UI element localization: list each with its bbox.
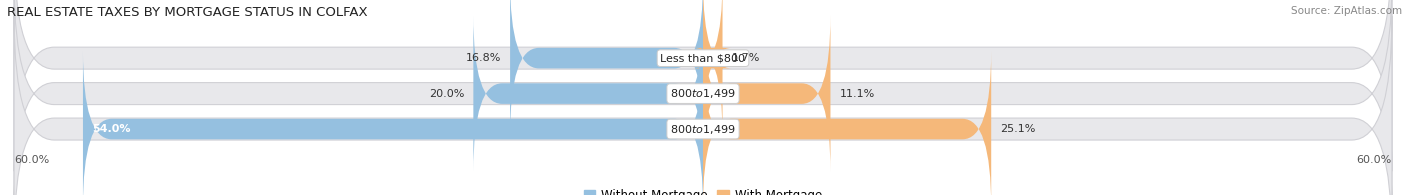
FancyBboxPatch shape — [83, 51, 703, 195]
Text: 25.1%: 25.1% — [1001, 124, 1036, 134]
Legend: Without Mortgage, With Mortgage: Without Mortgage, With Mortgage — [579, 185, 827, 195]
FancyBboxPatch shape — [14, 16, 1392, 195]
Text: 54.0%: 54.0% — [93, 124, 131, 134]
Text: 1.7%: 1.7% — [731, 53, 761, 63]
Text: 16.8%: 16.8% — [465, 53, 501, 63]
Text: REAL ESTATE TAXES BY MORTGAGE STATUS IN COLFAX: REAL ESTATE TAXES BY MORTGAGE STATUS IN … — [7, 6, 367, 19]
Text: 60.0%: 60.0% — [14, 155, 49, 165]
Text: $800 to $1,499: $800 to $1,499 — [671, 122, 735, 136]
FancyBboxPatch shape — [510, 0, 703, 136]
FancyBboxPatch shape — [474, 15, 703, 172]
Text: 60.0%: 60.0% — [1357, 155, 1392, 165]
Text: 11.1%: 11.1% — [839, 89, 875, 99]
Text: Less than $800: Less than $800 — [661, 53, 745, 63]
FancyBboxPatch shape — [703, 15, 831, 172]
FancyBboxPatch shape — [14, 0, 1392, 195]
FancyBboxPatch shape — [693, 0, 731, 136]
Text: $800 to $1,499: $800 to $1,499 — [671, 87, 735, 100]
Text: 20.0%: 20.0% — [429, 89, 464, 99]
FancyBboxPatch shape — [703, 51, 991, 195]
Text: Source: ZipAtlas.com: Source: ZipAtlas.com — [1291, 6, 1402, 16]
FancyBboxPatch shape — [14, 0, 1392, 171]
